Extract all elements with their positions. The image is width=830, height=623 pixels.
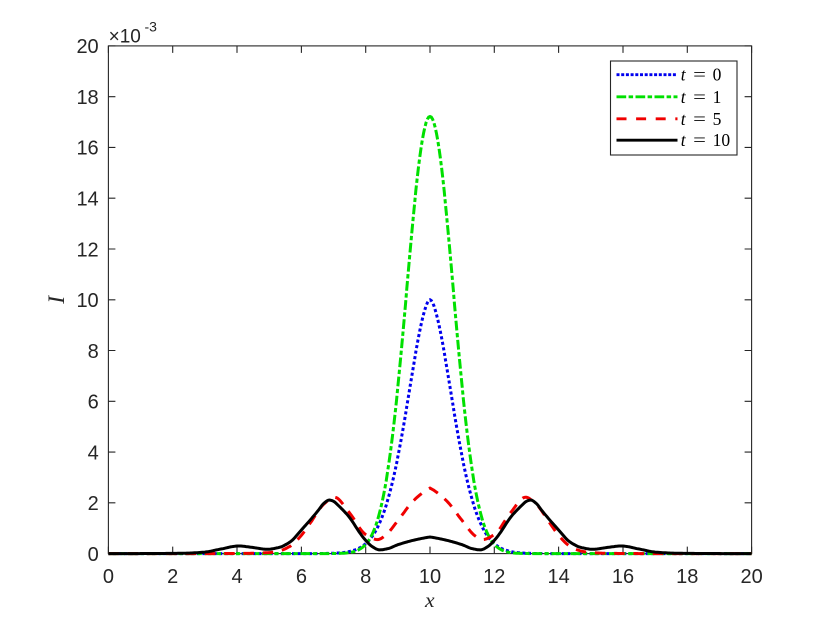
svg-text:16: 16 — [76, 138, 98, 160]
svg-text:20: 20 — [76, 36, 98, 58]
svg-text:18: 18 — [676, 566, 698, 588]
svg-text:10: 10 — [419, 566, 441, 588]
svg-text:10: 10 — [76, 290, 98, 312]
svg-text:12: 12 — [76, 239, 98, 261]
svg-text:4: 4 — [88, 442, 99, 464]
svg-text:t=10: t = 10 — [681, 130, 731, 150]
svg-text:8: 8 — [360, 566, 371, 588]
svg-text:18: 18 — [76, 87, 98, 109]
svg-text:16: 16 — [612, 566, 634, 588]
svg-text:12: 12 — [483, 566, 505, 588]
svg-text:t=1: t = 1 — [681, 87, 722, 107]
svg-text:0: 0 — [88, 544, 99, 566]
svg-text:20: 20 — [740, 566, 762, 588]
svg-text:0: 0 — [103, 566, 114, 588]
svg-text:6: 6 — [88, 392, 99, 414]
svg-text:×10: ×10 — [109, 27, 141, 48]
svg-text:8: 8 — [88, 341, 99, 363]
svg-text:6: 6 — [296, 566, 307, 588]
svg-text:4: 4 — [231, 566, 242, 588]
svg-text:2: 2 — [167, 566, 178, 588]
svg-text:14: 14 — [547, 566, 569, 588]
svg-text:2: 2 — [88, 493, 99, 515]
svg-text:I: I — [44, 295, 70, 305]
svg-text:14: 14 — [76, 189, 98, 211]
svg-text:-3: -3 — [145, 19, 158, 35]
svg-text:t=5: t = 5 — [681, 109, 722, 129]
svg-text:t=0: t = 0 — [681, 65, 722, 85]
svg-text:x: x — [424, 588, 435, 612]
